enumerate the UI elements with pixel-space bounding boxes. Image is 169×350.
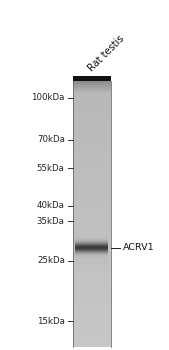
Text: 15kDa: 15kDa [37,316,65,326]
Text: 70kDa: 70kDa [37,135,65,144]
Text: 100kDa: 100kDa [31,93,65,102]
Text: 25kDa: 25kDa [37,257,65,265]
Text: ACRV1: ACRV1 [123,243,155,252]
Text: 55kDa: 55kDa [37,163,65,173]
Text: Rat testis: Rat testis [86,34,126,74]
Text: 35kDa: 35kDa [37,217,65,226]
Text: 40kDa: 40kDa [37,201,65,210]
